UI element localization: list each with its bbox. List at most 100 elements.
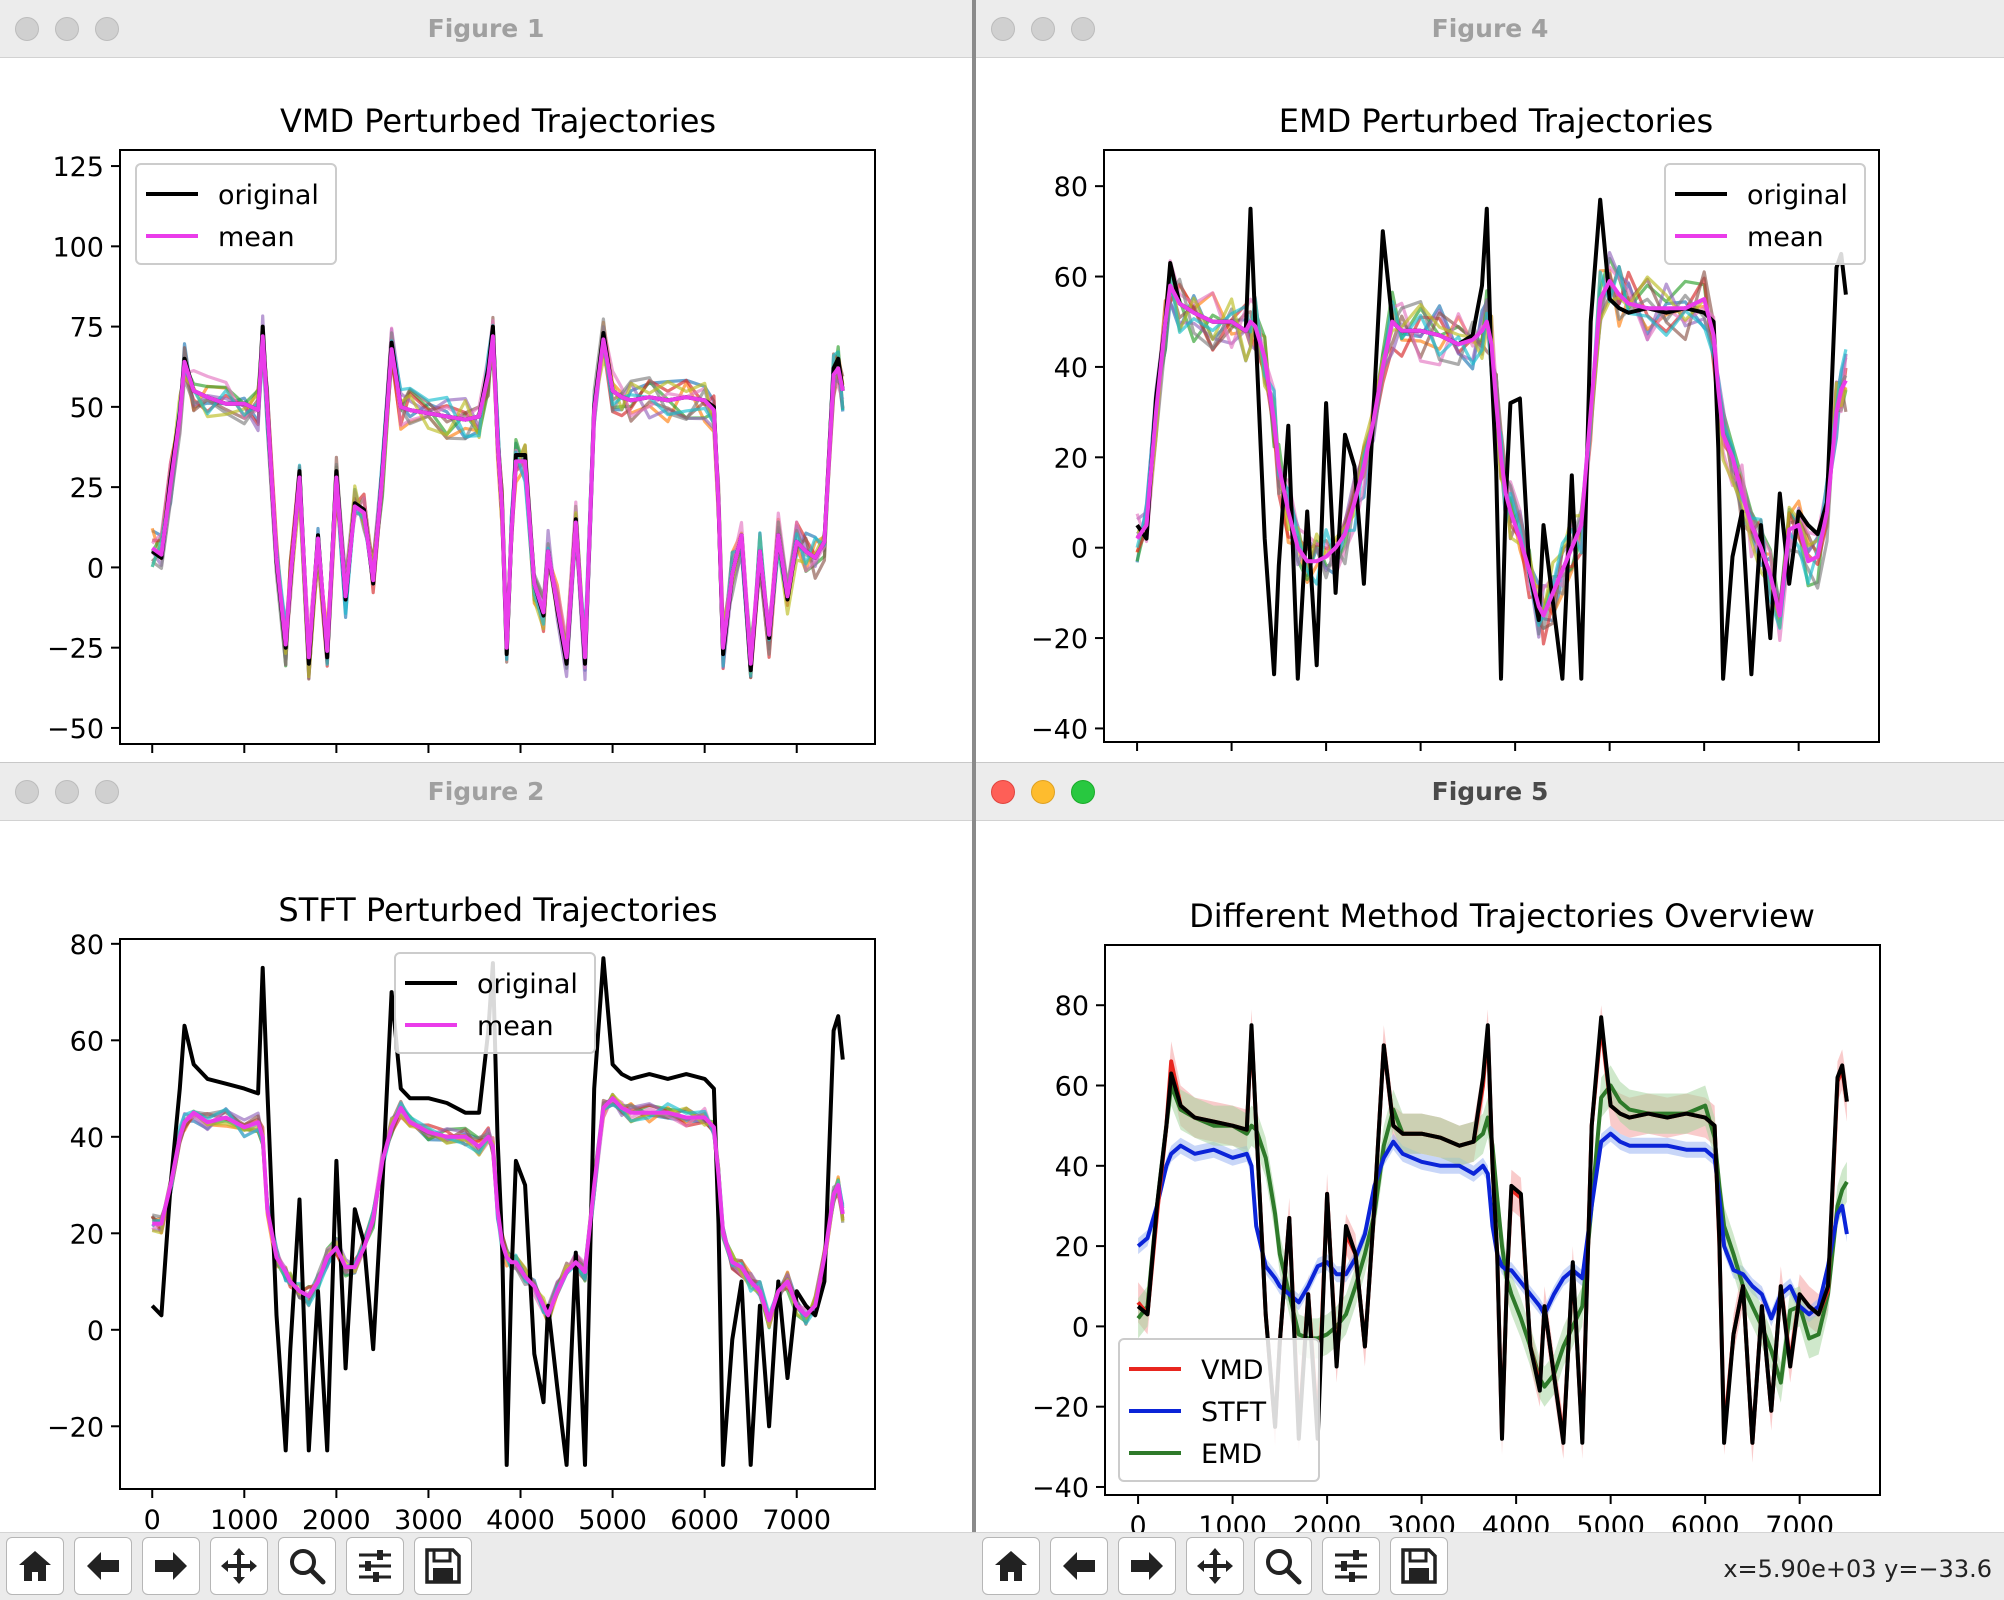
vmd-chart[interactable]: VMD Perturbed Trajectories −50 −25 0 25 50 75 1… xyxy=(0,58,972,770)
figure-5-window: Figure 5 Different Method Trajectories O… xyxy=(976,762,2004,1532)
y-tick-label: 80 xyxy=(1054,172,1088,203)
figure-5-titlebar[interactable]: Figure 5 xyxy=(976,763,2004,821)
axes-frame xyxy=(119,938,876,1490)
configure-subplots-icon xyxy=(359,1550,391,1582)
zoom-button[interactable] xyxy=(1071,780,1095,804)
x-tick-label: 6000 xyxy=(670,1505,739,1532)
figure-2-title: Figure 2 xyxy=(427,777,545,806)
x-tick-label: 3000 xyxy=(1387,1511,1456,1532)
legend-label: STFT xyxy=(1201,1397,1267,1428)
series-line-original xyxy=(150,956,845,1467)
save-button[interactable] xyxy=(414,1537,472,1595)
configure-subplots-button[interactable] xyxy=(346,1537,404,1595)
y-tick-label: 60 xyxy=(70,1026,104,1057)
y-tick-label: 20 xyxy=(70,1219,104,1250)
axes-frame xyxy=(1104,944,1881,1496)
y-tick-label: −20 xyxy=(1032,1393,1089,1424)
minimize-button[interactable] xyxy=(55,780,79,804)
y-tick-label: −25 xyxy=(47,634,104,665)
legend-label: VMD xyxy=(1201,1355,1264,1386)
perturbed-trajectory-line xyxy=(151,317,845,667)
zoom-button[interactable] xyxy=(95,17,119,41)
y-tick-label: 0 xyxy=(87,1316,104,1347)
y-tick-label: 60 xyxy=(1055,1072,1089,1103)
forward-arrow-button[interactable] xyxy=(142,1537,200,1595)
y-tick-label: 25 xyxy=(70,473,104,504)
y-tick-label: 20 xyxy=(1054,443,1088,474)
y-tick-label: 50 xyxy=(70,393,104,424)
minimize-button[interactable] xyxy=(1031,17,1055,41)
y-tick-label: 60 xyxy=(1054,263,1088,294)
legend-label: original xyxy=(477,969,578,1000)
series-line-mean xyxy=(151,334,845,666)
close-button[interactable] xyxy=(15,780,39,804)
minimize-button[interactable] xyxy=(55,17,79,41)
figure-1-titlebar[interactable]: Figure 1 xyxy=(0,0,972,58)
zoom-button[interactable] xyxy=(1071,17,1095,41)
x-tick-label: 1000 xyxy=(210,1505,279,1532)
perturbed-trajectory-line xyxy=(150,320,845,671)
save-button[interactable] xyxy=(1390,1537,1448,1595)
forward-arrow-button[interactable] xyxy=(1118,1537,1176,1595)
home-button[interactable] xyxy=(982,1537,1040,1595)
configure-subplots-button[interactable] xyxy=(1322,1537,1380,1595)
uncertainty-band xyxy=(1138,1065,1847,1407)
chart-title: STFT Perturbed Trajectories xyxy=(278,891,717,929)
back-arrow-icon xyxy=(1063,1552,1095,1580)
legend-label: mean xyxy=(477,1011,554,1042)
save-icon xyxy=(1401,1548,1437,1584)
back-arrow-button[interactable] xyxy=(74,1537,132,1595)
minimize-button[interactable] xyxy=(1031,780,1055,804)
x-tick-label: 7000 xyxy=(1765,1511,1834,1532)
figure-2-window: Figure 2 STFT Perturbed Trajectories −20 0… xyxy=(0,762,972,1532)
pan-icon xyxy=(221,1548,257,1584)
x-tick-label: 0 xyxy=(1129,1511,1146,1532)
legend-label: EMD xyxy=(1201,1439,1262,1470)
perturbed-trajectory-line xyxy=(1137,265,1848,629)
back-arrow-button[interactable] xyxy=(1050,1537,1108,1595)
stft-chart[interactable]: STFT Perturbed Trajectories −20 0 20 40 60 80 0… xyxy=(0,821,972,1532)
perturbed-trajectory-line xyxy=(150,325,845,670)
zoom-button[interactable] xyxy=(95,780,119,804)
close-button[interactable] xyxy=(15,17,39,41)
zoom-icon xyxy=(1266,1549,1302,1585)
series-line-mean xyxy=(152,1096,845,1323)
y-tick-label: 75 xyxy=(70,313,104,344)
pan-button[interactable] xyxy=(210,1537,268,1595)
home-button[interactable] xyxy=(6,1537,64,1595)
chart-legend: original mean xyxy=(394,952,596,1054)
x-tick-label: 4000 xyxy=(1482,1511,1551,1532)
overview-chart[interactable]: Different Method Trajectories Overview −4… xyxy=(976,821,2004,1532)
chart-title: VMD Perturbed Trajectories xyxy=(280,102,716,140)
close-button[interactable] xyxy=(991,17,1015,41)
figure-2-titlebar[interactable]: Figure 2 xyxy=(0,763,972,821)
series-line-original xyxy=(151,324,845,673)
legend-label: mean xyxy=(1747,222,1824,253)
figure-4-window: Figure 4 EMD Perturbed Trajectories −40 −2… xyxy=(976,0,2004,770)
cursor-coordinates: x=5.90e+03 y=−33.6 xyxy=(1723,1555,1992,1583)
figure-4-titlebar[interactable]: Figure 4 xyxy=(976,0,2004,58)
perturbed-trajectory-line xyxy=(151,329,845,677)
y-tick-label: −20 xyxy=(1031,624,1088,655)
x-tick-label: 5000 xyxy=(1576,1511,1645,1532)
series-line-mean xyxy=(1135,279,1848,618)
legend-label: original xyxy=(1747,180,1848,211)
series-line-original xyxy=(1136,1015,1849,1445)
y-tick-label: 80 xyxy=(70,930,104,961)
chart-legend: original mean xyxy=(1664,163,1866,265)
save-icon xyxy=(425,1548,461,1584)
y-tick-label: 100 xyxy=(52,232,104,263)
y-tick-label: 40 xyxy=(1054,353,1088,384)
y-tick-label: 0 xyxy=(87,553,104,584)
emd-chart[interactable]: EMD Perturbed Trajectories −40 −20 0 20 40 60 8… xyxy=(976,58,2004,770)
pan-button[interactable] xyxy=(1186,1537,1244,1595)
close-button[interactable] xyxy=(991,780,1015,804)
zoom-button[interactable] xyxy=(278,1537,336,1595)
x-tick-label: 2000 xyxy=(1293,1511,1362,1532)
zoom-button[interactable] xyxy=(1254,1537,1312,1595)
back-arrow-icon xyxy=(87,1552,119,1580)
y-tick-label: 20 xyxy=(1055,1232,1089,1263)
chart-legend: VMD STFT EMD xyxy=(1118,1338,1320,1482)
axes-frame xyxy=(1103,149,1880,743)
x-tick-label: 1000 xyxy=(1198,1511,1267,1532)
